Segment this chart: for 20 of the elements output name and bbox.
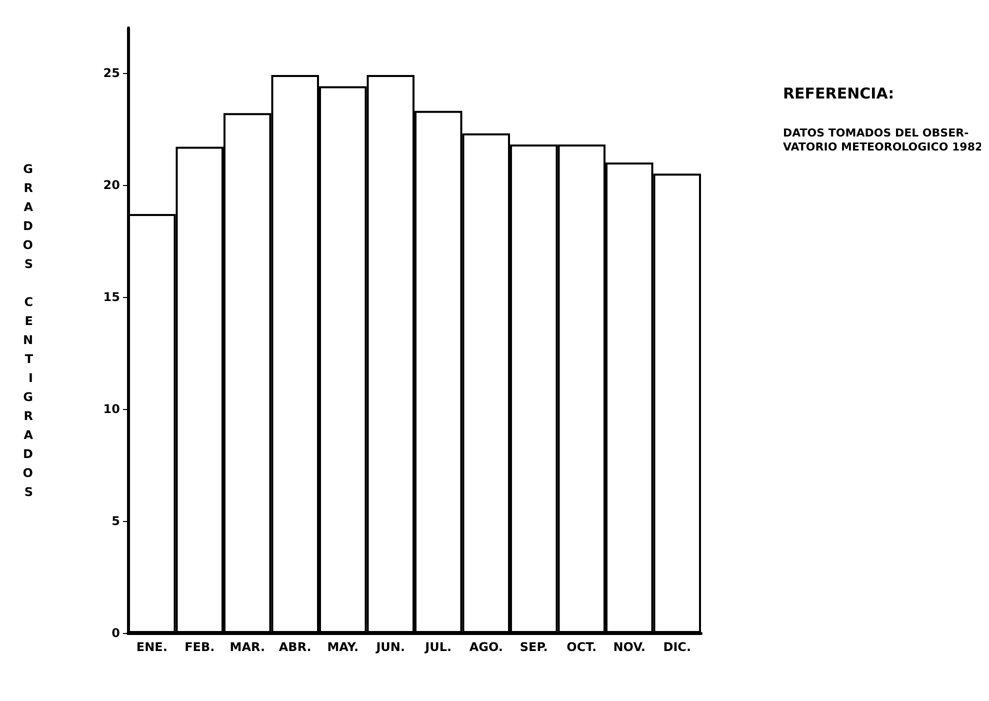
y-tick-label: 10 xyxy=(103,402,120,416)
text: GRADOS CENTIGRADOS xyxy=(22,162,33,499)
x-tick-label: MAY. xyxy=(327,640,359,654)
x-tick-label: JUL. xyxy=(424,640,452,654)
x-tick-label: NOV. xyxy=(613,640,646,654)
y-tick-label: 20 xyxy=(103,178,120,192)
x-tick-label: JUN. xyxy=(375,640,406,654)
y-tick-label: 0 xyxy=(112,626,120,640)
x-tick-label: MAR. xyxy=(230,640,265,654)
y-tick-label: 5 xyxy=(112,514,120,528)
x-tick-label: ENE. xyxy=(136,640,168,654)
x-tick-label: SEP. xyxy=(520,640,548,654)
x-tick-label: AGO. xyxy=(469,640,503,654)
y-tick-label: 15 xyxy=(103,290,120,304)
x-tick-label: OCT. xyxy=(566,640,597,654)
y-tick-label: 25 xyxy=(103,66,120,80)
text: REFERENCIA: xyxy=(783,84,894,102)
x-tick-label: DIC. xyxy=(663,640,692,654)
x-tick-label: FEB. xyxy=(184,640,215,654)
x-tick-label: ABR. xyxy=(278,640,312,654)
